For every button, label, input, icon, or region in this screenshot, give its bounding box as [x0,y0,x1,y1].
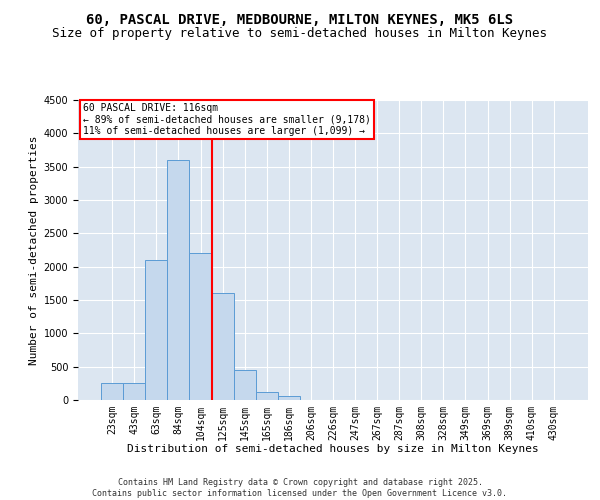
Bar [278,396,300,400]
Bar [212,294,233,400]
Bar [123,384,145,400]
Bar [256,392,278,400]
Bar [167,160,190,400]
Text: Size of property relative to semi-detached houses in Milton Keynes: Size of property relative to semi-detach… [53,28,548,40]
Text: 60, PASCAL DRIVE, MEDBOURNE, MILTON KEYNES, MK5 6LS: 60, PASCAL DRIVE, MEDBOURNE, MILTON KEYN… [86,12,514,26]
Text: Contains HM Land Registry data © Crown copyright and database right 2025.
Contai: Contains HM Land Registry data © Crown c… [92,478,508,498]
Bar [190,254,212,400]
Y-axis label: Number of semi-detached properties: Number of semi-detached properties [29,135,40,365]
Text: 60 PASCAL DRIVE: 116sqm
← 89% of semi-detached houses are smaller (9,178)
11% of: 60 PASCAL DRIVE: 116sqm ← 89% of semi-de… [83,103,371,136]
X-axis label: Distribution of semi-detached houses by size in Milton Keynes: Distribution of semi-detached houses by … [127,444,539,454]
Bar [145,260,167,400]
Bar [101,384,123,400]
Bar [233,370,256,400]
